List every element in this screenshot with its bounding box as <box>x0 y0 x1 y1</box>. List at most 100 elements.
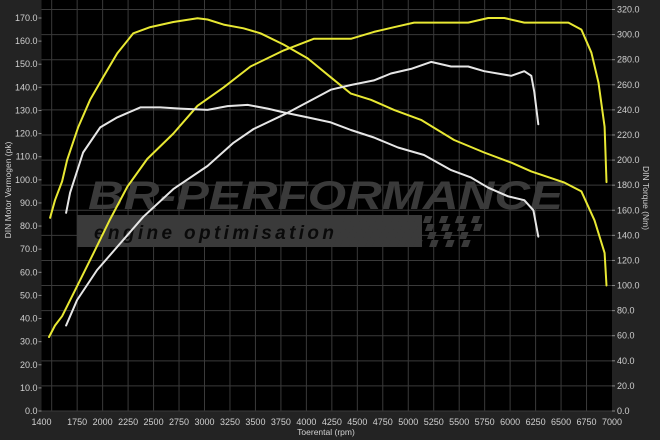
x-tick-label: 2000 <box>93 417 113 427</box>
y-right-tick-label: 320.0 <box>617 5 640 15</box>
y-right-tick-label: 100.0 <box>617 281 640 291</box>
y-axis-left: 0.0 10.0 20.0 30.0 40.0 50.0 60.0 70.0 80.0 90.0 1… <box>15 13 42 416</box>
series-line-torque-3 <box>65 103 540 238</box>
y-left-tick-label: 160.0 <box>15 36 38 46</box>
plot-area <box>41 0 612 411</box>
y-axis-right-label: DIN Torque (Nm) <box>641 166 651 230</box>
x-tick-label: 2250 <box>118 417 138 427</box>
y-right-tick-label: 20.0 <box>617 381 635 391</box>
checker-square <box>374 216 385 223</box>
checker-square <box>427 232 437 239</box>
checker-square <box>392 224 403 231</box>
checker-square <box>461 240 471 247</box>
y-left-tick-label: 0.0 <box>25 406 38 416</box>
checker-square <box>470 216 481 223</box>
checker-square <box>422 216 433 223</box>
checker-square <box>331 232 341 239</box>
x-tick-label: 5000 <box>398 417 418 427</box>
curves <box>48 17 608 338</box>
checker-square <box>381 240 391 247</box>
x-axis-label: Toerental (rpm) <box>297 427 355 437</box>
checker-square <box>408 224 419 231</box>
x-tick-label: 1400 <box>31 417 51 427</box>
x-tick-label: 3250 <box>220 417 240 427</box>
checker-square <box>429 240 439 247</box>
checker-square <box>376 224 387 231</box>
y-left-tick-label: 10.0 <box>20 383 38 393</box>
y-right-tick-label: 120.0 <box>617 255 640 265</box>
y-left-tick-label: 110.0 <box>16 152 38 162</box>
checker-square <box>358 216 369 223</box>
x-tick-label: 3500 <box>245 417 265 427</box>
y-right-tick-label: 220.0 <box>617 130 640 140</box>
checker-square <box>411 232 421 239</box>
y-left-tick-label: 60.0 <box>20 267 38 277</box>
x-tick-label: 4000 <box>296 417 316 427</box>
y-left-tick-label: 130.0 <box>15 105 38 115</box>
y-left-tick-label: 100.0 <box>15 175 38 185</box>
checker-square <box>347 232 357 239</box>
x-tick-label: 6750 <box>577 417 597 427</box>
y-right-tick-label: 240.0 <box>617 105 640 115</box>
y-left-tick-label: 150.0 <box>15 59 38 69</box>
y-axis-right: 0.0 20.0 40.0 60.0 80.0 100.0 120.0 140.0 160.0 1… <box>612 5 640 416</box>
series-line-power-0 <box>48 17 608 338</box>
y-left-tick-label: 70.0 <box>20 244 38 254</box>
y-left-tick-label: 170.0 <box>15 13 38 23</box>
grid <box>41 0 612 412</box>
x-tick-label: 4250 <box>322 417 342 427</box>
checker-square <box>342 216 353 223</box>
y-right-tick-label: 260.0 <box>617 80 640 90</box>
checker-square <box>363 232 373 239</box>
checker-square <box>445 240 455 247</box>
checker-square <box>456 224 467 231</box>
x-tick-label: 6000 <box>500 417 520 427</box>
y-right-tick-label: 280.0 <box>617 55 640 65</box>
checker-square <box>379 232 389 239</box>
x-tick-label: 7000 <box>602 417 622 427</box>
x-axis: 1400 1750 2000 2250 2500 2750 3000 3250 3500 3750… <box>31 417 622 427</box>
x-tick-label: 1750 <box>67 417 87 427</box>
x-tick-label: 2750 <box>169 417 189 427</box>
y-right-tick-label: 180.0 <box>617 180 640 190</box>
x-tick-label: 6250 <box>526 417 546 427</box>
y-right-tick-label: 160.0 <box>617 205 640 215</box>
y-right-tick-label: 300.0 <box>617 30 640 40</box>
series-line-torque-1 <box>49 17 608 287</box>
checker-square <box>440 224 451 231</box>
checker-square <box>349 240 359 247</box>
y-right-tick-label: 40.0 <box>617 356 635 366</box>
y-left-tick-label: 120.0 <box>15 129 38 139</box>
checker-square <box>365 240 375 247</box>
y-left-tick-label: 140.0 <box>15 82 38 92</box>
y-left-tick-label: 40.0 <box>20 314 38 324</box>
checker-square <box>413 240 423 247</box>
checker-square <box>344 224 355 231</box>
checker-square <box>454 216 465 223</box>
y-right-tick-label: 0.0 <box>617 406 630 416</box>
checker-square <box>395 232 405 239</box>
checker-square <box>443 232 453 239</box>
y-left-tick-label: 50.0 <box>20 290 38 300</box>
x-tick-label: 5750 <box>475 417 495 427</box>
y-right-tick-label: 60.0 <box>617 331 635 341</box>
y-axis-left-label: DIN Motor Vermogen (pk) <box>3 141 13 238</box>
y-left-tick-label: 20.0 <box>20 360 38 370</box>
x-tick-label: 4500 <box>347 417 367 427</box>
checker-square <box>459 232 469 239</box>
checker-square <box>390 216 401 223</box>
y-right-tick-label: 200.0 <box>617 155 640 165</box>
y-left-tick-label: 30.0 <box>20 337 38 347</box>
watermark-brand: BR-PERFORMANCE <box>88 174 565 218</box>
y-left-tick-label: 90.0 <box>20 198 38 208</box>
x-tick-label: 3000 <box>194 417 214 427</box>
y-left-tick-label: 80.0 <box>20 221 38 231</box>
x-tick-label: 6500 <box>551 417 571 427</box>
checker-square <box>333 240 343 247</box>
watermark-logo: BR-PERFORMANCE engine optimisation <box>77 174 565 247</box>
checker-square <box>438 216 449 223</box>
checker-square <box>360 224 371 231</box>
checker-square <box>424 224 435 231</box>
x-tick-label: 2500 <box>144 417 164 427</box>
